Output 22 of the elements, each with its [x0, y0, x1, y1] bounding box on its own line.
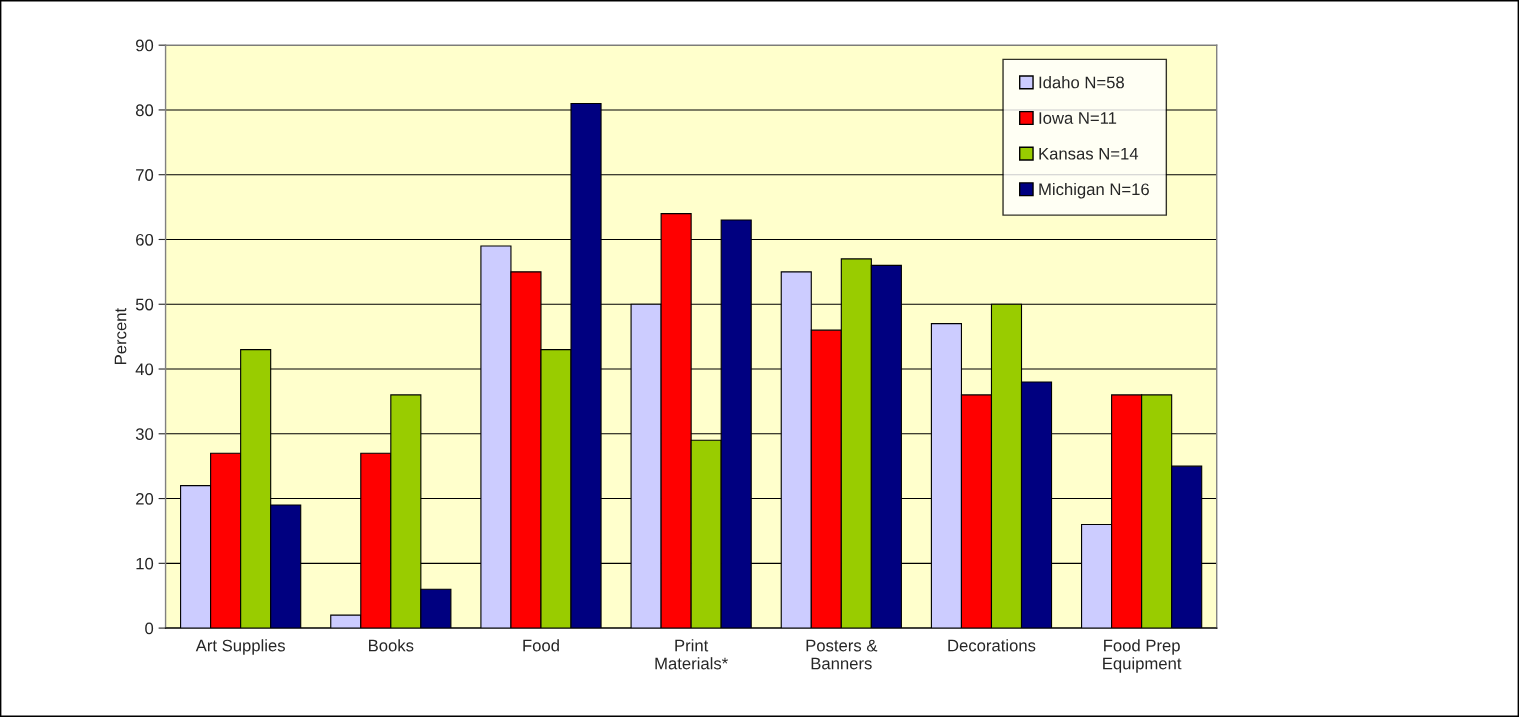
legend-label: Idaho N=58 [1039, 76, 1124, 89]
y-tick-label: 30 [135, 428, 154, 440]
y-tick-label: 60 [136, 233, 154, 246]
y-axis-title: Percent [114, 308, 127, 364]
legend-label: Michigan N=16 [1039, 182, 1149, 199]
x-tick-label: Posters & Banners [806, 639, 878, 670]
x-tick-label: Art Supplies [195, 639, 285, 655]
x-tick-label: Print Materials* [655, 639, 728, 670]
y-tick-label: 80 [135, 104, 154, 117]
y-tick-label: 0 [145, 622, 154, 635]
y-tick-label: 20 [136, 492, 154, 505]
x-tick-label: Books [369, 639, 414, 652]
legend-label: Kansas N=14 [1039, 147, 1139, 160]
y-tick-label: 70 [136, 169, 154, 181]
y-tick-label: 50 [135, 298, 154, 311]
legend-label: Iowa N=11 [1039, 112, 1117, 124]
y-tick-label: 10 [136, 557, 154, 570]
y-tick-label: 40 [135, 363, 154, 376]
x-tick-label: Food Prep Equipment [1103, 639, 1182, 673]
y-tick-label: 90 [136, 39, 154, 52]
x-tick-label: Decorations [948, 639, 1036, 652]
x-tick-label: Food [523, 639, 559, 652]
